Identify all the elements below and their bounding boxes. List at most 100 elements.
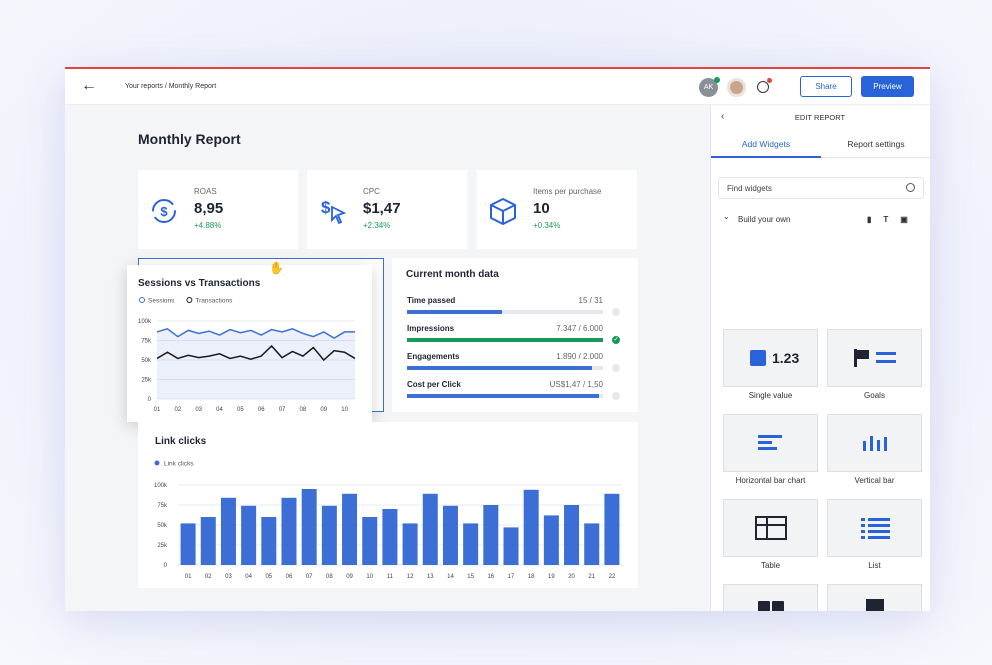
- x-tick-label: 11: [387, 574, 394, 580]
- progress-bar: [407, 310, 502, 314]
- y-tick-label: 50k: [157, 523, 168, 529]
- progress-track: [407, 394, 603, 398]
- bar: [321, 505, 337, 565]
- x-tick-label: 12: [407, 574, 414, 580]
- progress-label: Time passed: [407, 296, 456, 305]
- progress-bar: [407, 394, 600, 398]
- legend-marker: [186, 297, 193, 303]
- icon: [876, 360, 896, 363]
- tab-divider: [821, 157, 930, 158]
- bar: [301, 489, 317, 565]
- widget-tile[interactable]: 1.23: [723, 329, 818, 387]
- progress-label: Engagements: [407, 352, 460, 361]
- x-tick-label: 21: [588, 574, 595, 580]
- widget-tile[interactable]: [827, 414, 922, 472]
- share-button[interactable]: Share: [800, 76, 852, 97]
- progress-track: [407, 366, 603, 370]
- y-tick-label: 100k: [154, 483, 168, 489]
- progress-value: 7.347 / 6.000: [556, 324, 603, 333]
- y-tick-label: 75k: [157, 503, 168, 509]
- series-line: [156, 327, 355, 340]
- tool-icons: ▮T▣: [867, 215, 920, 224]
- x-tick-label: 14: [447, 574, 454, 580]
- widget-tile[interactable]: [723, 499, 818, 557]
- kpi-label: Items per purchase: [533, 187, 602, 196]
- progress-bar: [407, 366, 593, 370]
- widget-tile[interactable]: [723, 584, 818, 611]
- chat-dot: [767, 78, 772, 83]
- tab[interactable]: Add Widgets: [741, 139, 791, 149]
- icon: $: [321, 198, 331, 217]
- x-tick-label: 07: [306, 574, 313, 580]
- widget-tile[interactable]: [827, 584, 922, 611]
- bar: [503, 527, 519, 565]
- bar: [362, 517, 378, 565]
- bar: [180, 523, 196, 565]
- x-tick-label: 10: [341, 407, 348, 413]
- kpi-value: $1,47: [363, 200, 401, 217]
- x-tick-label: 15: [467, 574, 474, 580]
- widget-label: Single value: [748, 391, 793, 400]
- icon: [861, 536, 865, 539]
- drag-cursor[interactable]: ✋: [269, 261, 284, 275]
- progress-value: US$1,47 / 1,50: [549, 380, 603, 389]
- x-tick-label: 09: [320, 407, 327, 413]
- back-arrow[interactable]: ←: [81, 77, 97, 94]
- current-month-card: Current month data Time passed 15 / 31 Impr…: [392, 258, 638, 412]
- y-tick-label: 25k: [157, 543, 168, 549]
- x-tick-label: 02: [205, 574, 212, 580]
- icon: [854, 349, 857, 367]
- top-bar: ← Your reports / Monthly Report AK Share…: [65, 69, 930, 105]
- bar: [604, 493, 620, 565]
- bar: [463, 523, 479, 565]
- widget-tile[interactable]: [723, 414, 818, 472]
- x-tick-label: 09: [346, 574, 353, 580]
- kpi-change: +2.34%: [363, 221, 391, 230]
- chat-icon[interactable]: [757, 81, 769, 93]
- widget-label: List: [868, 561, 881, 570]
- kpi-value: 8,95: [194, 200, 224, 217]
- bar: [483, 505, 499, 565]
- widget-label: Goals: [864, 391, 885, 400]
- bar: [200, 517, 216, 565]
- bar: [422, 493, 438, 565]
- search-box[interactable]: Find widgets: [718, 177, 924, 199]
- icon: [870, 436, 873, 451]
- x-tick-label: 18: [528, 574, 535, 580]
- icon: [861, 530, 865, 533]
- icon: [758, 601, 770, 611]
- panel-title: EDIT REPORT: [794, 113, 846, 122]
- edit-panel: ‹ EDIT REPORT Add Widgets Report settings Fi…: [710, 105, 930, 611]
- chart-svg: Link clicks Link clicks 0 25k 50k 75k 100k 01 02…: [154, 436, 622, 580]
- progress-track: [407, 310, 603, 314]
- preview-button[interactable]: Preview: [861, 76, 914, 97]
- bar: [382, 509, 398, 565]
- y-tick-label: 25k: [141, 378, 152, 384]
- x-tick-label: 01: [154, 407, 161, 413]
- icon: [866, 599, 884, 611]
- bar: [543, 515, 559, 565]
- user-photo[interactable]: [727, 78, 746, 97]
- breadcrumb[interactable]: Your reports / Monthly Report: [125, 83, 217, 90]
- widget-tile[interactable]: [827, 329, 922, 387]
- avatar[interactable]: AK: [699, 78, 718, 97]
- x-tick-label: 13: [427, 574, 434, 580]
- bar: [564, 505, 580, 565]
- icon: [868, 524, 890, 527]
- icon: [490, 198, 516, 225]
- kpi-label: CPC: [363, 187, 380, 196]
- status-circle: [612, 392, 620, 400]
- widget-tile[interactable]: [827, 499, 922, 557]
- x-tick-label: 17: [508, 574, 515, 580]
- chart-svg: [490, 198, 516, 225]
- status-dot: [714, 77, 720, 83]
- link-clicks-card: Link clicks Link clicks 0 25k 50k 75k 100k 01 02…: [138, 422, 638, 588]
- panel-back[interactable]: ‹: [721, 111, 725, 122]
- widget-label: Table: [760, 561, 781, 570]
- kpi-change: +0.34%: [533, 221, 561, 230]
- tab[interactable]: Report settings: [847, 139, 905, 149]
- kpi-change: +4.88%: [194, 221, 222, 230]
- icon: [152, 199, 176, 223]
- y-tick-label: 0: [164, 563, 168, 569]
